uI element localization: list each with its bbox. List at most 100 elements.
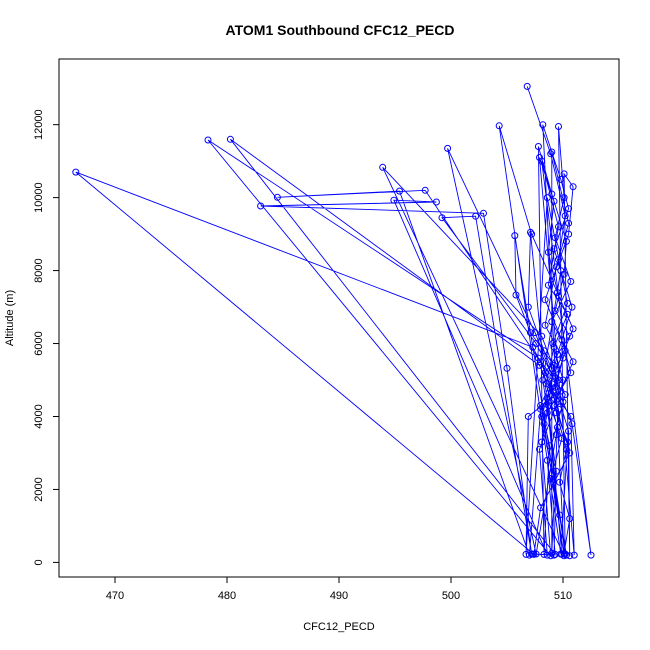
data-point xyxy=(538,332,546,340)
data-point xyxy=(552,431,560,439)
data-point xyxy=(548,148,556,156)
data-point xyxy=(527,228,534,236)
data-point xyxy=(536,154,543,161)
data-point xyxy=(495,122,503,130)
data-point xyxy=(547,150,555,158)
data-point xyxy=(547,475,555,482)
data-point xyxy=(566,332,574,340)
data-point xyxy=(553,423,561,431)
data-point xyxy=(541,296,549,304)
data-point xyxy=(390,196,398,204)
data-point xyxy=(226,135,234,143)
data-point xyxy=(557,267,565,275)
data-point xyxy=(540,347,548,355)
data-point xyxy=(566,449,574,457)
data-point xyxy=(512,291,520,299)
data-point xyxy=(568,303,576,311)
data-point xyxy=(543,551,551,559)
data-point xyxy=(564,438,571,446)
y-tick-label: 8000 xyxy=(33,258,45,282)
data-point xyxy=(539,121,547,129)
data-point xyxy=(546,442,554,450)
data-point xyxy=(524,413,532,420)
data-point xyxy=(557,175,565,183)
data-point xyxy=(550,197,558,205)
data-point xyxy=(551,550,559,558)
data-point xyxy=(567,413,575,420)
data-point xyxy=(543,394,551,402)
data-point xyxy=(552,467,560,475)
y-tick-label: 0 xyxy=(33,559,45,565)
data-point xyxy=(541,321,549,329)
data-point xyxy=(562,237,570,245)
data-point xyxy=(560,170,568,178)
data-point xyxy=(534,143,542,150)
x-tick-label: 470 xyxy=(106,590,124,602)
data-point xyxy=(527,329,534,337)
data-point xyxy=(536,361,543,369)
data-point xyxy=(549,372,557,380)
data-point xyxy=(421,186,429,194)
data-point xyxy=(444,144,452,152)
data-point xyxy=(570,551,578,559)
data-point xyxy=(204,136,212,144)
data-point xyxy=(550,245,558,253)
y-tick-label: 12000 xyxy=(33,109,45,140)
y-tick-label: 2000 xyxy=(33,477,45,501)
data-point xyxy=(528,230,536,238)
data-point xyxy=(558,336,566,344)
data-point xyxy=(548,380,556,388)
data-point xyxy=(555,123,562,130)
data-point xyxy=(555,376,562,384)
data-point xyxy=(561,550,569,558)
y-tick-label: 10000 xyxy=(33,182,45,213)
data-point xyxy=(531,329,539,337)
data-point xyxy=(72,168,80,176)
data-point xyxy=(552,365,560,373)
y-axis-label: Altitude (m) xyxy=(4,290,16,346)
data-point xyxy=(557,387,565,395)
data-layer xyxy=(72,82,595,560)
data-point xyxy=(564,299,571,307)
data-point xyxy=(549,387,557,395)
data-point xyxy=(538,413,546,420)
data-point xyxy=(556,511,564,519)
data-point xyxy=(543,194,551,202)
plot-frame xyxy=(58,58,620,578)
data-point xyxy=(567,278,575,285)
data-point xyxy=(550,361,558,369)
data-point xyxy=(552,409,560,417)
data-point xyxy=(503,364,511,372)
data-point xyxy=(559,376,567,384)
data-point xyxy=(555,292,562,300)
data-point xyxy=(537,405,545,413)
x-tick-label: 490 xyxy=(330,590,348,602)
data-point xyxy=(569,325,577,333)
data-point xyxy=(569,358,577,366)
data-point xyxy=(379,163,387,171)
data-point xyxy=(567,369,575,377)
y-tick-label: 6000 xyxy=(33,331,45,355)
data-point xyxy=(553,289,561,296)
data-point xyxy=(565,230,573,238)
data-point xyxy=(555,405,562,413)
data-point xyxy=(432,198,440,206)
data-point xyxy=(544,248,552,256)
data-point xyxy=(537,504,545,512)
data-point xyxy=(558,550,566,558)
data-point xyxy=(561,391,569,399)
data-point xyxy=(550,343,558,351)
data-point xyxy=(552,263,560,271)
data-point xyxy=(559,354,567,362)
data-point xyxy=(273,193,281,201)
data-point xyxy=(568,420,576,428)
x-tick-label: 500 xyxy=(442,590,460,602)
data-point xyxy=(556,478,564,486)
data-point xyxy=(553,398,561,406)
data-point xyxy=(565,219,573,227)
data-point xyxy=(549,340,557,347)
data-point xyxy=(540,550,548,558)
chart-title: ATOM1 Southbound CFC12_PECD xyxy=(226,22,455,38)
data-point xyxy=(539,376,547,384)
